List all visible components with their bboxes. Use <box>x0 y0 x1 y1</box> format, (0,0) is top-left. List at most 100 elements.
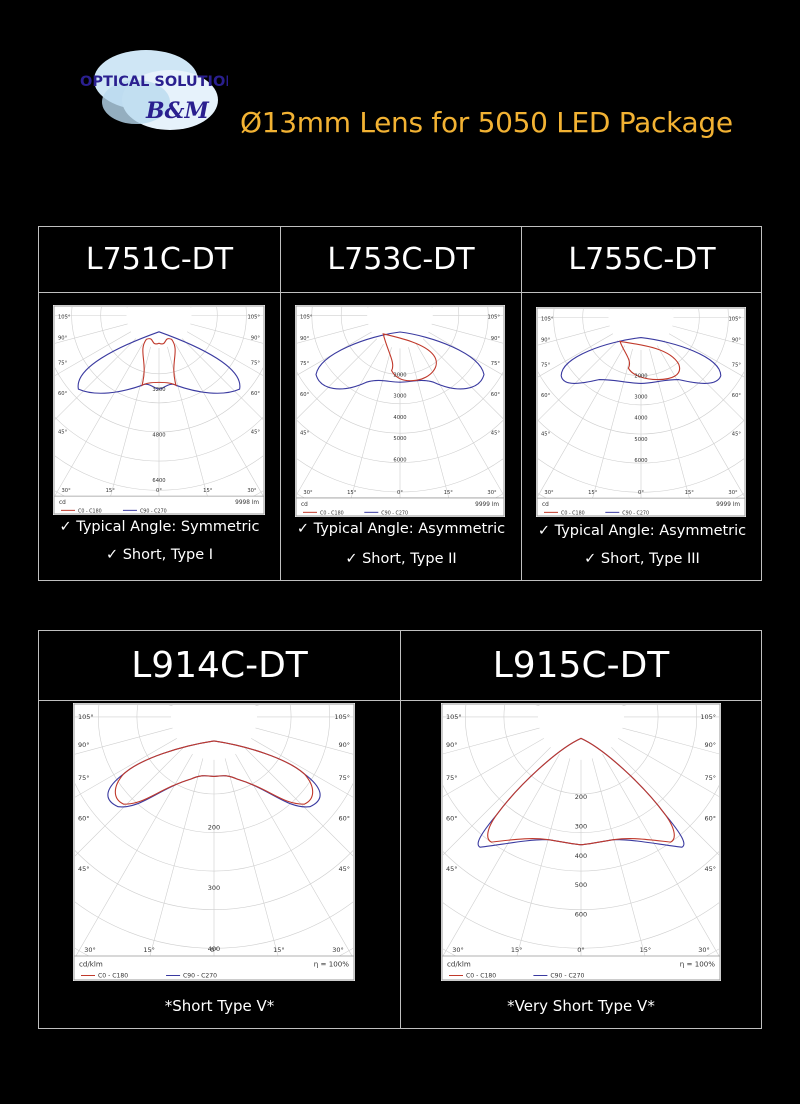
angle-label-left: 105° <box>78 713 94 721</box>
angle-label-left: 60° <box>541 393 551 399</box>
curve-c90-c270 <box>315 331 485 390</box>
grid-spoke <box>297 315 401 344</box>
product-header-l755c: L755C-DT <box>568 242 716 277</box>
angle-label-right: 90° <box>491 336 501 342</box>
plot-frame <box>441 703 721 981</box>
grid-spoke <box>399 315 503 344</box>
angle-label-bottom: 0° <box>577 946 584 954</box>
curve-c0-c180 <box>114 740 314 805</box>
angle-label-right: 75° <box>491 361 501 367</box>
intensity-tick: 3200 <box>152 387 165 393</box>
grid-spoke <box>592 317 642 499</box>
unit-label: cd <box>301 502 308 508</box>
feature-type-l755c: ✓ Short, Type III <box>584 551 700 567</box>
angle-label-left: 75° <box>300 361 310 367</box>
polar-grid <box>443 705 719 956</box>
angle-label-right: 90° <box>338 741 350 749</box>
angle-label-right: 90° <box>732 338 742 344</box>
intensity-tick: 3000 <box>393 394 406 400</box>
polar-chart-l755c: 105° 105° 90° 90° 75° 75° 60° 60° 45° 45° 30° 15° 0°… <box>536 307 746 517</box>
intensity-tick: 4800 <box>152 433 165 439</box>
grid-spoke <box>443 716 582 956</box>
grid-spoke <box>640 317 744 497</box>
intensity-tick: 500 <box>575 881 587 889</box>
efficiency-label: 9999 lm <box>716 502 740 508</box>
angle-label-bottom: 15° <box>511 946 523 954</box>
polar-chart-l751c: 105° 105° 90° 90° 75° 75° 60° 60° 45° 45° 30° 15° 0°… <box>53 305 265 515</box>
intensity-tick: 6400 <box>152 478 165 484</box>
grid-spoke <box>538 317 642 346</box>
grid-spoke <box>580 716 719 797</box>
angle-label-bottom: 0° <box>638 490 644 496</box>
curve-c0-c180 <box>141 338 177 387</box>
polar-grid <box>538 309 744 499</box>
unit-label: cd/klm <box>79 960 103 969</box>
intensity-tick: 5000 <box>393 436 406 442</box>
grid-spoke <box>55 315 160 376</box>
plot-frame <box>536 307 746 517</box>
grid-spoke <box>158 315 263 420</box>
grid-spoke <box>213 716 353 798</box>
product-header-l915c: L915C-DT <box>492 645 670 686</box>
angle-label-right: 45° <box>732 431 742 437</box>
angle-label-bottom: 30° <box>61 488 71 494</box>
grid-spoke <box>158 315 263 376</box>
logo-line1: OPTICAL SOLUTION <box>80 74 228 90</box>
angle-label-right: 45° <box>251 429 261 435</box>
intensity-tick: 400 <box>208 945 220 953</box>
caption-l915c: *Very Short Type V* <box>507 997 655 1015</box>
grid-spoke <box>399 315 503 420</box>
grid-spoke <box>213 716 353 857</box>
grid-spoke <box>297 315 401 495</box>
caption-l914c: *Short Type V* <box>164 997 275 1015</box>
bottom-product-table: L914C-DT L915C-DT 105° 105° 90° 90° 75° 75° 60… <box>38 630 762 1029</box>
angle-label-left: 45° <box>300 431 310 437</box>
curve-c0-c180 <box>382 333 437 382</box>
intensity-tick: 6000 <box>393 457 406 463</box>
unit-label: cd <box>542 502 549 508</box>
legend-c0-c180: C0 - C180 <box>320 510 344 516</box>
center-disc <box>126 307 192 348</box>
angle-label-left: 90° <box>300 336 310 342</box>
grid-spoke <box>55 315 160 420</box>
polar-chart-l915c: 105° 105° 90° 90° 75° 75° 60° 60° 45° 45° 30° 15° 0°… <box>441 703 721 981</box>
angle-label-bottom: 15° <box>106 488 116 494</box>
polar-grid <box>75 705 353 956</box>
brand-logo: OPTICAL SOLUTION B&M <box>78 40 237 140</box>
grid-spoke <box>213 716 279 956</box>
angle-label-left: 45° <box>541 431 551 437</box>
plot-frame <box>295 305 505 517</box>
angle-label-bottom: 0° <box>397 490 403 496</box>
grid-spoke <box>580 716 719 856</box>
intensity-tick: 3000 <box>634 395 647 401</box>
legend-c90-c270: C90 - C270 <box>622 510 649 516</box>
angle-label-bottom: 30° <box>332 946 344 954</box>
angle-label-bottom: 15° <box>685 490 695 496</box>
angle-label-left: 105° <box>58 315 71 321</box>
grid-spoke <box>158 315 208 497</box>
product-header-l753c: L753C-DT <box>327 242 475 277</box>
grid-spoke <box>640 317 744 378</box>
intensity-tick: 2000 <box>634 374 647 380</box>
angle-label-bottom: 30° <box>84 946 96 954</box>
angle-label-left: 45° <box>446 865 458 873</box>
legend-c90-c270: C90 - C270 <box>140 508 167 514</box>
grid-spoke <box>75 716 215 798</box>
grid-spoke <box>55 315 160 344</box>
legend-c90-c270: C90 - C270 <box>183 973 217 980</box>
grid-spoke <box>75 716 215 857</box>
angle-label-right: 75° <box>704 774 716 782</box>
polar-chart-l914c: 105° 105° 90° 90° 75° 75° 60° 60° 45° 45° 30° 15° 0°… <box>73 703 355 981</box>
intensity-tick: 300 <box>208 884 220 892</box>
angle-label-left: 75° <box>58 361 68 367</box>
angle-label-right: 45° <box>491 431 501 437</box>
angle-label-left: 105° <box>446 713 462 721</box>
angle-label-bottom: 30° <box>247 488 257 494</box>
grid-spoke <box>399 315 503 376</box>
curve-c0-c180 <box>487 737 675 846</box>
angle-label-left: 75° <box>78 774 90 782</box>
angle-label-bottom: 15° <box>273 946 285 954</box>
logo-line2: B&M <box>145 98 209 124</box>
grid-spoke <box>297 315 401 376</box>
angle-label-bottom: 30° <box>303 490 313 496</box>
